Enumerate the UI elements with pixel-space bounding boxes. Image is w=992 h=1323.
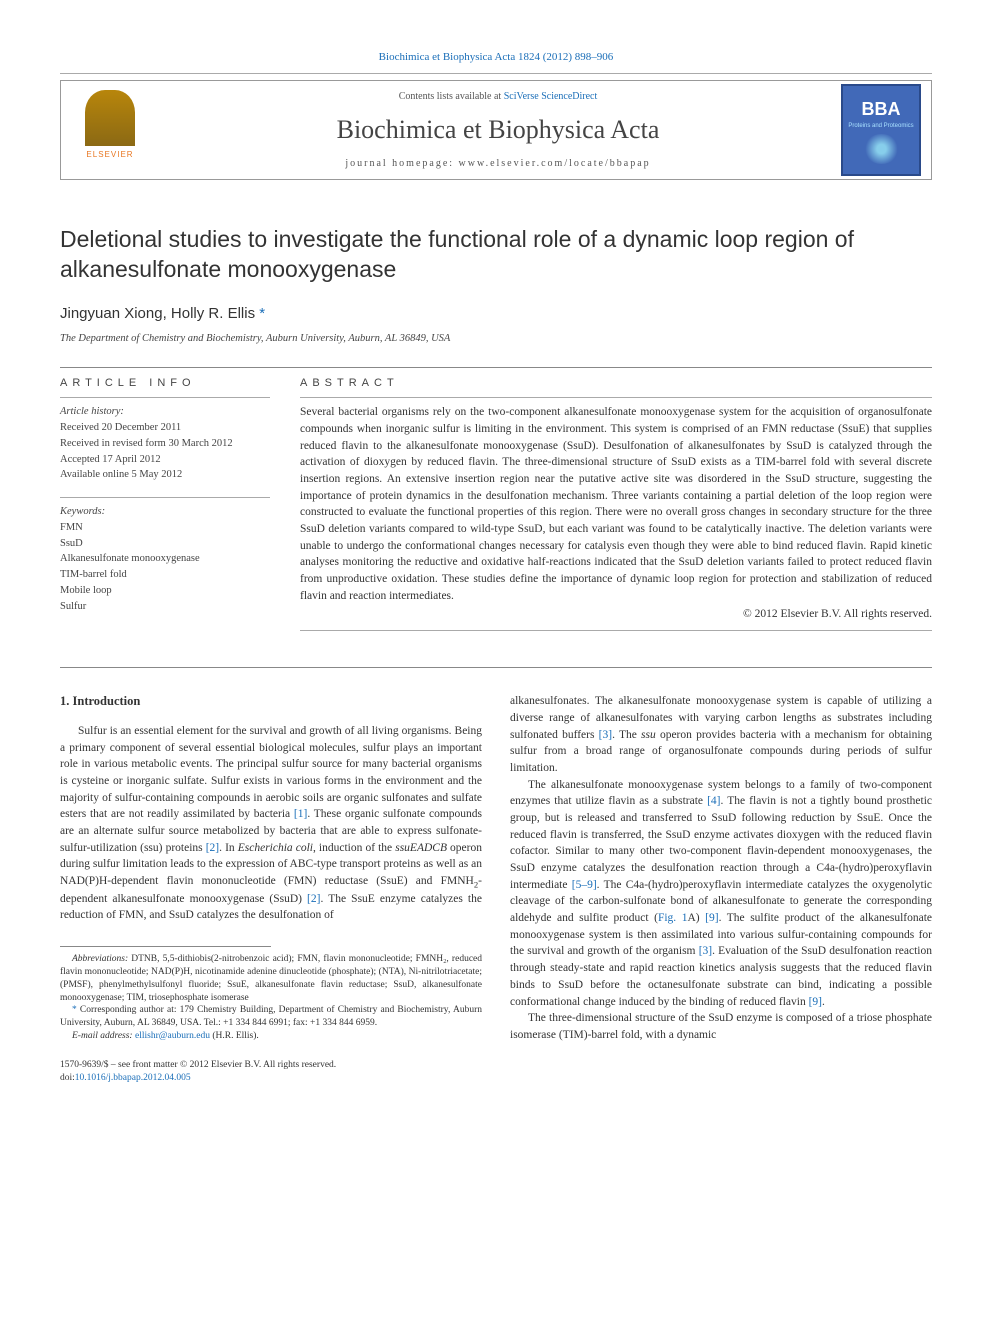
- article-history-block: Article history: Received 20 December 20…: [60, 404, 270, 483]
- keyword: TIM-barrel fold: [60, 567, 270, 583]
- keyword: Alkanesulfonate monooxygenase: [60, 551, 270, 567]
- text: . The: [612, 729, 641, 741]
- ref-link[interactable]: [9]: [809, 996, 822, 1008]
- abbrev-label: Abbreviations:: [72, 954, 128, 964]
- sciencedirect-link[interactable]: SciVerse ScienceDirect: [504, 91, 598, 102]
- intro-title: 1. Introduction: [60, 693, 482, 711]
- keyword: FMN: [60, 520, 270, 536]
- keywords-block: Keywords: FMN SsuD Alkanesulfonate monoo…: [60, 504, 270, 614]
- contents-prefix: Contents lists available at: [399, 91, 504, 102]
- text: , induction of the: [313, 842, 395, 854]
- keyword: SsuD: [60, 536, 270, 552]
- gene-name: ssuEADCB: [395, 842, 447, 854]
- text: . The flavin is not a tightly bound pros…: [510, 795, 932, 890]
- ref-link[interactable]: [3]: [699, 945, 712, 957]
- ref-link[interactable]: [3]: [599, 729, 612, 741]
- text: . In: [219, 842, 238, 854]
- revised-date: Received in revised form 30 March 2012: [60, 436, 270, 452]
- divider-above-info: [60, 367, 932, 368]
- citation-header: Biochimica et Biophysica Acta 1824 (2012…: [60, 50, 932, 65]
- corresponding-footnote: * Corresponding author at: 179 Chemistry…: [60, 1004, 482, 1030]
- ref-link[interactable]: [2]: [307, 893, 320, 905]
- doi-block: 1570-9639/$ – see front matter © 2012 El…: [60, 1059, 482, 1085]
- text: A): [687, 912, 705, 924]
- intro-para-4: The three-dimensional structure of the S…: [510, 1010, 932, 1043]
- species-name: Escherichia coli: [238, 842, 313, 854]
- online-date: Available online 5 May 2012: [60, 467, 270, 483]
- abstract-divider: [300, 397, 932, 398]
- abstract-header: ABSTRACT: [300, 376, 932, 391]
- intro-para-2: alkanesulfonates. The alkanesulfonate mo…: [510, 693, 932, 776]
- fig-link[interactable]: Fig. 1: [658, 912, 688, 924]
- intro-para-3: The alkanesulfonate monooxygenase system…: [510, 777, 932, 1010]
- abstract-text: Several bacterial organisms rely on the …: [300, 404, 932, 604]
- ref-link[interactable]: [2]: [206, 842, 219, 854]
- ref-link[interactable]: [9]: [705, 912, 718, 924]
- gene-name: ssu: [641, 729, 656, 741]
- ref-link[interactable]: [5–9]: [572, 879, 597, 891]
- abstract-column: ABSTRACT Several bacterial organisms rel…: [300, 376, 932, 638]
- email-link[interactable]: ellishr@auburn.edu: [135, 1031, 210, 1041]
- header-center: Contents lists available at SciVerse Sci…: [159, 84, 837, 176]
- abstract-copyright: © 2012 Elsevier B.V. All rights reserved…: [300, 606, 932, 622]
- intro-para-1: Sulfur is an essential element for the s…: [60, 723, 482, 924]
- text: The three-dimensional structure of the S…: [510, 1012, 932, 1041]
- bba-cover-logo: BBA Proteins and Proteomics: [841, 84, 921, 176]
- corr-text: Corresponding author at: 179 Chemistry B…: [60, 1005, 482, 1028]
- affiliation: The Department of Chemistry and Biochemi…: [60, 332, 932, 347]
- abstract-bottom-divider: [300, 630, 932, 631]
- elsevier-tree-icon: [85, 90, 135, 146]
- bba-label: BBA: [862, 97, 901, 122]
- journal-header-box: ELSEVIER Contents lists available at Sci…: [60, 80, 932, 180]
- info-divider-1: [60, 397, 270, 398]
- authors-line: Jingyuan Xiong, Holly R. Ellis *: [60, 303, 932, 324]
- main-two-columns: 1. Introduction Sulfur is an essential e…: [60, 693, 932, 1084]
- elsevier-label: ELSEVIER: [86, 149, 133, 160]
- front-matter-line: 1570-9639/$ – see front matter © 2012 El…: [60, 1059, 482, 1072]
- corresponding-star[interactable]: *: [259, 305, 265, 322]
- accepted-date: Accepted 17 April 2012: [60, 452, 270, 468]
- keyword: Mobile loop: [60, 583, 270, 599]
- ref-link[interactable]: [4]: [707, 795, 720, 807]
- divider-below-abstract: [60, 667, 932, 668]
- ref-link[interactable]: [1]: [294, 808, 307, 820]
- info-divider-2: [60, 497, 270, 498]
- left-column: 1. Introduction Sulfur is an essential e…: [60, 693, 482, 1084]
- email-suffix: (H.R. Ellis).: [210, 1031, 259, 1041]
- keyword: Sulfur: [60, 599, 270, 615]
- top-divider: [60, 73, 932, 74]
- info-abstract-row: ARTICLE INFO Article history: Received 2…: [60, 376, 932, 638]
- authors-text: Jingyuan Xiong, Holly R. Ellis: [60, 305, 259, 322]
- journal-homepage: journal homepage: www.elsevier.com/locat…: [159, 157, 837, 171]
- contents-line: Contents lists available at SciVerse Sci…: [159, 90, 837, 104]
- doi-line: doi:10.1016/j.bbapap.2012.04.005: [60, 1072, 482, 1085]
- article-title: Deletional studies to investigate the fu…: [60, 225, 932, 285]
- article-info-column: ARTICLE INFO Article history: Received 2…: [60, 376, 270, 638]
- bba-structure-icon: [864, 134, 899, 164]
- footnote-divider: [60, 946, 271, 947]
- text: Sulfur is an essential element for the s…: [60, 725, 482, 820]
- history-label: Article history:: [60, 404, 270, 420]
- bba-subtitle: Proteins and Proteomics: [848, 122, 913, 130]
- article-info-header: ARTICLE INFO: [60, 376, 270, 391]
- text: .: [822, 996, 825, 1008]
- elsevier-logo: ELSEVIER: [75, 90, 145, 170]
- journal-title: Biochimica et Biophysica Acta: [159, 112, 837, 148]
- email-label: E-mail address:: [72, 1031, 135, 1041]
- received-date: Received 20 December 2011: [60, 420, 270, 436]
- email-footnote: E-mail address: ellishr@auburn.edu (H.R.…: [60, 1030, 482, 1043]
- doi-prefix: doi:: [60, 1073, 75, 1083]
- abbreviations-footnote: Abbreviations: DTNB, 5,5-dithiobis(2-nit…: [60, 953, 482, 1004]
- right-column: alkanesulfonates. The alkanesulfonate mo…: [510, 693, 932, 1084]
- doi-link[interactable]: 10.1016/j.bbapap.2012.04.005: [75, 1073, 191, 1083]
- keywords-label: Keywords:: [60, 504, 270, 520]
